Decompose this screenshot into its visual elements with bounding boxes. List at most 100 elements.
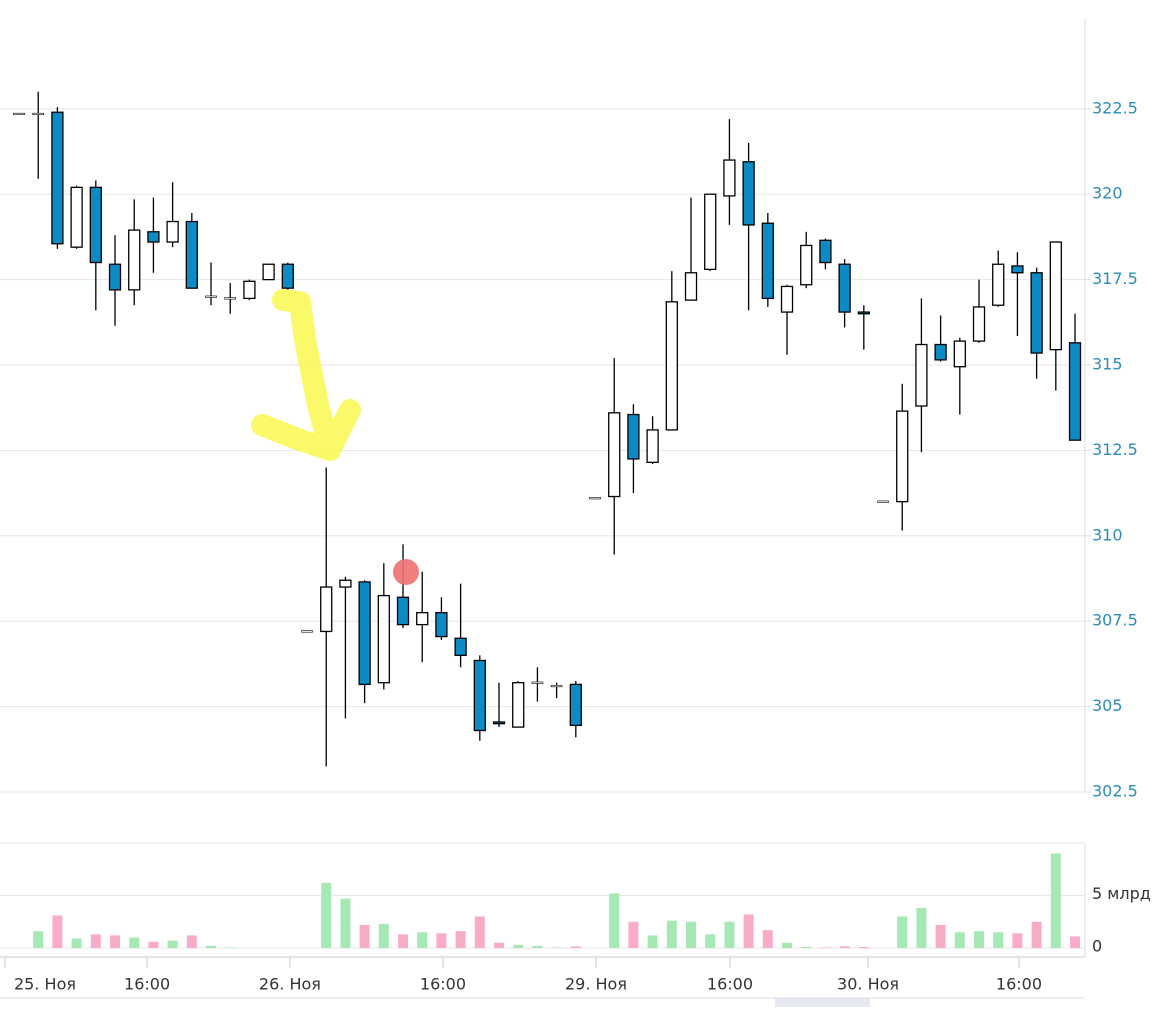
plot: 302.5 305 307.5 310 312.5 315 317.5 320 322.5 0 5 … — [0, 91, 1151, 994]
candle-body — [89, 186, 102, 264]
candle-body — [108, 263, 122, 291]
volume-bar — [33, 931, 44, 948]
volume-bar — [206, 945, 217, 948]
volume-bar — [839, 946, 850, 948]
volume-bar — [897, 916, 908, 948]
candle-body — [377, 594, 390, 684]
volume-bar — [225, 947, 236, 948]
volume-bar — [686, 921, 697, 948]
volume-bar — [455, 931, 466, 948]
candle-body — [281, 263, 294, 289]
candle-body — [224, 297, 237, 300]
candle-body — [646, 429, 659, 464]
candle-body — [531, 681, 544, 684]
volume-bar — [378, 923, 389, 948]
candle-body — [512, 682, 525, 728]
volume-bar — [148, 941, 159, 948]
candle-body — [32, 112, 45, 115]
volume-bar — [647, 935, 658, 948]
volume-bar — [90, 934, 101, 948]
candle-body — [550, 685, 563, 688]
candle-body — [358, 581, 371, 686]
volume-bar — [916, 908, 927, 948]
volume-bar — [666, 920, 677, 948]
volume-bar — [398, 934, 409, 948]
candle-body — [185, 220, 198, 289]
candle-body — [589, 497, 601, 500]
candle-body — [320, 586, 333, 633]
volume-bar — [129, 937, 140, 948]
volume-bar — [993, 932, 1004, 948]
candle-body — [569, 683, 582, 727]
volume-bar — [954, 932, 965, 948]
volume-tick-label: 0 — [1092, 937, 1102, 956]
candle-body — [1030, 272, 1043, 354]
candle-body — [70, 186, 83, 248]
volume-bar — [340, 898, 351, 948]
candle-body — [1068, 342, 1082, 441]
y-tick-label: 307.5 — [1092, 611, 1138, 630]
candle-body — [972, 306, 986, 342]
volume-bar — [1050, 853, 1061, 948]
candle-body — [953, 340, 966, 368]
candle-body — [761, 222, 774, 300]
y-tick-label: 310 — [1092, 525, 1123, 544]
candle-body — [301, 630, 313, 633]
volume-bar — [935, 924, 946, 948]
candle-body — [742, 161, 755, 226]
candle-body — [723, 159, 736, 197]
volume-bar — [858, 946, 869, 948]
candle-body — [915, 343, 928, 407]
volume-bar — [186, 935, 197, 948]
volume-bar — [801, 946, 812, 948]
candle-body — [877, 500, 889, 503]
candle-body — [454, 637, 467, 657]
volume-bar — [724, 921, 735, 948]
volume-bar — [417, 932, 428, 948]
candle-body — [1049, 241, 1062, 351]
candle-body — [992, 263, 1005, 306]
y-tick-label: 302.5 — [1092, 782, 1138, 801]
volume-bar — [110, 935, 121, 948]
volume-bar — [628, 921, 639, 948]
y-tick-label: 315 — [1092, 355, 1123, 374]
candle-body — [473, 659, 486, 732]
volume-bar — [705, 934, 716, 948]
volume-bar — [474, 916, 485, 948]
candle-body — [857, 311, 870, 315]
navigator-handle[interactable] — [775, 998, 870, 1007]
candle-body — [934, 343, 947, 361]
x-tick-label: 16:00 — [124, 975, 170, 994]
candle-body — [416, 612, 429, 626]
volume-bar — [71, 938, 82, 948]
volume-bar — [494, 942, 505, 948]
volume-bar — [532, 945, 543, 948]
candle-body — [665, 301, 678, 431]
yellow-arrow — [251, 289, 361, 461]
candle-body — [339, 579, 352, 588]
volume-bar — [1070, 936, 1081, 948]
volume-bar — [436, 933, 447, 948]
volume-bar — [782, 942, 793, 948]
x-tick-label: 30. Ноя — [837, 975, 899, 994]
volume-bar — [52, 915, 63, 948]
candle-body — [147, 231, 160, 243]
candle-body — [243, 280, 256, 300]
volume-bar — [570, 946, 581, 948]
candle-body — [896, 410, 909, 503]
y-tick-label: 305 — [1092, 696, 1123, 715]
volume-bar — [974, 931, 985, 948]
candle-body — [262, 263, 275, 281]
candle-body — [838, 263, 851, 313]
volume-bar — [762, 930, 773, 948]
y-tick-label: 322.5 — [1092, 98, 1138, 117]
x-tick-label: 16:00 — [707, 975, 753, 994]
y-tick-label: 320 — [1092, 184, 1123, 203]
candle-body — [684, 272, 698, 301]
x-tick-label: 29. Ноя — [565, 975, 627, 994]
candle-body — [780, 285, 794, 313]
volume-bar — [359, 924, 370, 948]
x-tick-label: 16:00 — [996, 975, 1042, 994]
candle-body — [396, 596, 410, 626]
